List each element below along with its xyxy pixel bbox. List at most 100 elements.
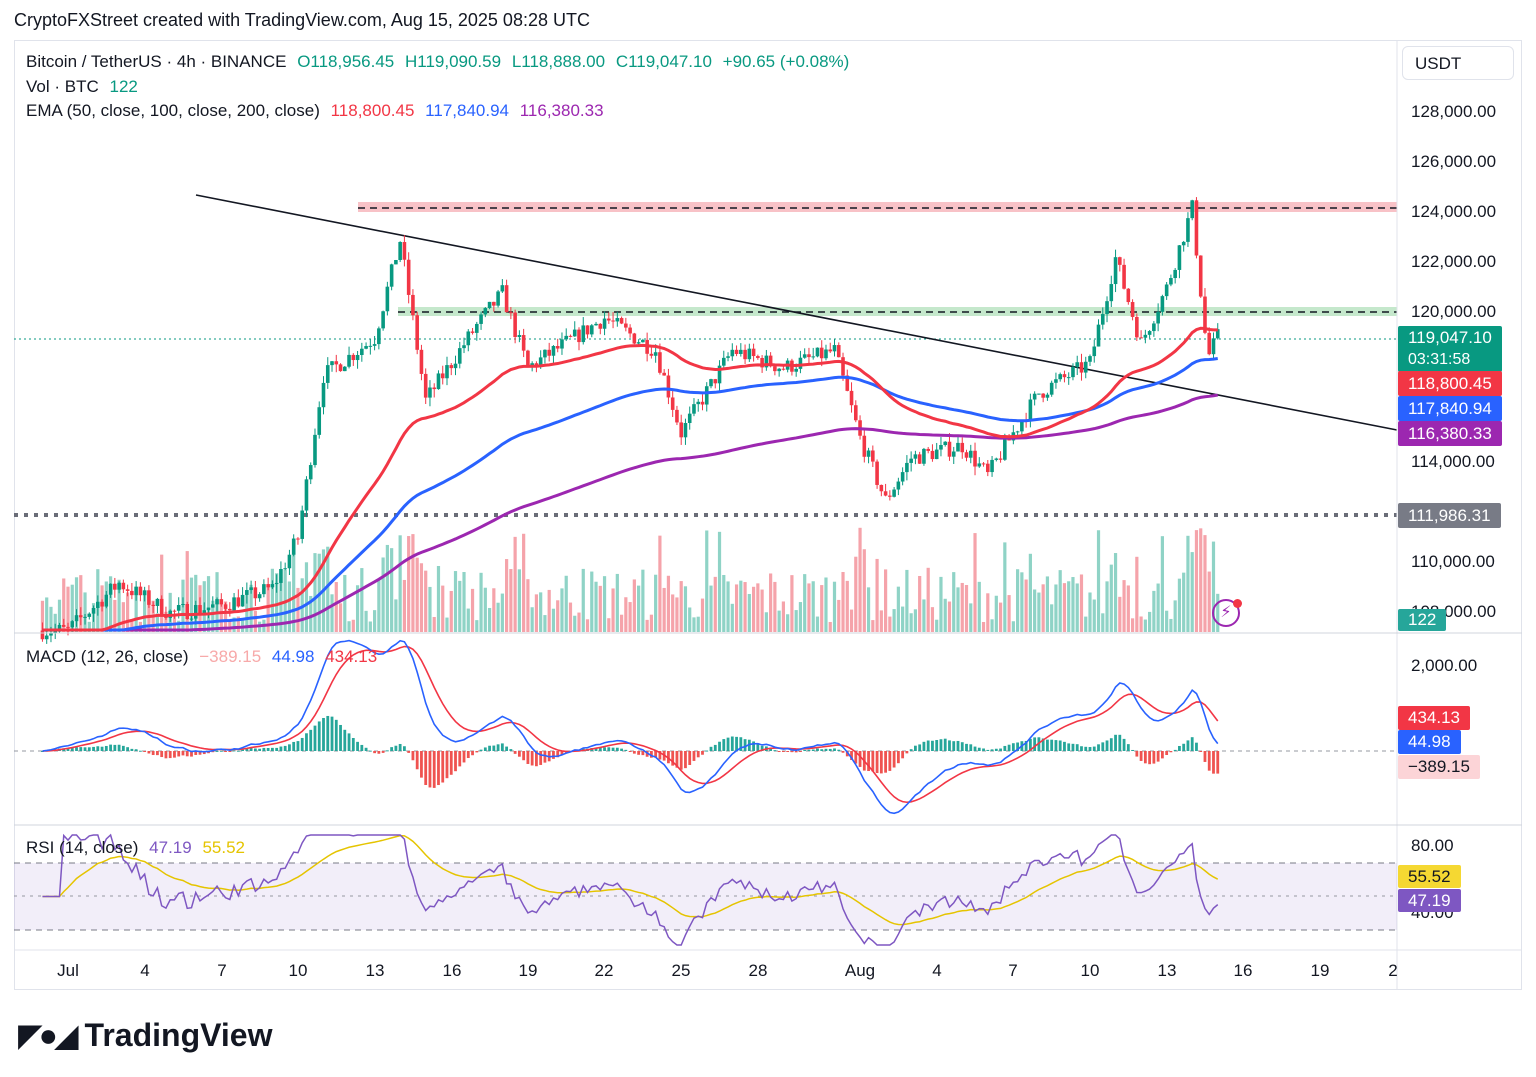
volume-bar xyxy=(1054,584,1058,632)
volume-bar xyxy=(581,568,585,632)
macd-legend[interactable]: MACD (12, 26, close) −389.15 44.98 434.1… xyxy=(26,647,383,667)
volume-bar xyxy=(147,595,151,632)
time-tick: 7 xyxy=(217,961,227,980)
candle-body xyxy=(930,450,935,460)
volume-bar xyxy=(1199,528,1203,632)
macd-hist-bar xyxy=(990,749,994,751)
support-level-tag: 111,986.31 xyxy=(1398,503,1501,528)
candle-body xyxy=(428,387,432,398)
macd-hist-bar xyxy=(811,749,815,751)
macd-hist-bar xyxy=(496,744,500,751)
candle-body xyxy=(922,448,926,464)
lightning-icon[interactable]: ⚡ xyxy=(1212,599,1240,627)
volume-bar xyxy=(466,608,470,632)
volume-bar xyxy=(611,588,615,632)
volume-bar xyxy=(769,573,773,632)
ema50-tag: 118,800.45 xyxy=(1398,371,1502,396)
volume-bar xyxy=(1207,571,1211,632)
candle-body xyxy=(794,368,798,372)
candle-body xyxy=(372,344,377,346)
candle-body xyxy=(440,373,445,379)
candle-body xyxy=(696,401,701,405)
volume-bar xyxy=(1062,583,1067,632)
volume-bar xyxy=(1011,621,1015,632)
volume-bar xyxy=(347,621,351,632)
volume-bar xyxy=(185,551,189,632)
volume-bar xyxy=(862,549,866,632)
volume-value: 122 xyxy=(109,77,138,96)
volume-bar xyxy=(134,591,138,632)
time-tick: 19 xyxy=(1310,961,1330,980)
volume-bar xyxy=(730,603,734,632)
volume-bar xyxy=(709,585,713,632)
macd-hist-bar xyxy=(1024,740,1028,751)
candle-body xyxy=(624,323,628,328)
volume-bar xyxy=(368,621,372,632)
currency-selector[interactable]: USDT xyxy=(1402,46,1514,80)
macd-hist-bar xyxy=(918,744,922,751)
macd-hist-bar xyxy=(1105,740,1109,751)
volume-bar xyxy=(624,597,628,632)
macd-hist-bar xyxy=(1050,739,1054,751)
macd-hist-bar xyxy=(977,747,981,751)
candle-body xyxy=(968,450,973,458)
volume-bar xyxy=(483,587,487,632)
volume-bar xyxy=(143,593,147,632)
volume-bar xyxy=(598,585,602,632)
candle-body xyxy=(151,604,155,606)
candle-body xyxy=(475,323,479,333)
macd-hist-bar xyxy=(901,751,905,759)
volume-bar xyxy=(568,602,573,632)
macd-label[interactable]: MACD (12, 26, close) xyxy=(26,647,189,666)
rsi-label[interactable]: RSI (14, close) xyxy=(26,838,139,857)
macd-hist-bar xyxy=(667,751,670,764)
macd-hist-bar xyxy=(360,744,364,751)
candle-body xyxy=(389,264,394,287)
symbol-legend[interactable]: Bitcoin / TetherUS · 4h · BINANCE O118,9… xyxy=(26,52,855,72)
candle-body xyxy=(1126,288,1131,303)
candle-body xyxy=(181,603,185,606)
volume-bar xyxy=(505,559,509,632)
volume-bar xyxy=(113,599,117,632)
volume-legend[interactable]: Vol · BTC 122 xyxy=(26,77,144,97)
candle-body xyxy=(1041,393,1045,398)
volume-bar xyxy=(590,571,594,632)
time-tick: 25 xyxy=(671,961,691,980)
volume-bar xyxy=(360,568,364,632)
symbol-name[interactable]: Bitcoin / TetherUS · 4h · BINANCE xyxy=(26,52,287,71)
macd-hist-bar xyxy=(816,748,819,751)
ema-label[interactable]: EMA (50, close, 100, close, 200, close) xyxy=(26,101,320,120)
volume-tag: 122 xyxy=(1398,609,1447,631)
volume-bar xyxy=(841,571,845,632)
volume-bar xyxy=(683,586,688,632)
macd-hist-bar xyxy=(1011,743,1015,751)
rsi-legend[interactable]: RSI (14, close) 47.19 55.52 xyxy=(26,838,251,858)
volume-bar xyxy=(390,548,394,632)
candle-body xyxy=(734,349,739,354)
ema-legend[interactable]: EMA (50, close, 100, close, 200, close) … xyxy=(26,101,610,121)
volume-bar xyxy=(1075,583,1079,632)
macd-hist-bar xyxy=(356,741,359,751)
macd-hist-bar xyxy=(837,749,841,751)
candle-body xyxy=(334,361,339,365)
candle-body xyxy=(649,353,654,356)
macd-hist-bar xyxy=(722,739,726,751)
volume-bar xyxy=(696,616,700,632)
volume-bar xyxy=(53,613,57,632)
candle-body xyxy=(1135,316,1139,338)
macd-hist-bar xyxy=(1165,751,1169,756)
candle-body xyxy=(232,597,236,611)
volume-bar xyxy=(381,557,385,632)
candle-body xyxy=(564,335,569,340)
candle-body xyxy=(147,590,151,605)
volume-label[interactable]: Vol · BTC xyxy=(26,77,99,96)
candle-body xyxy=(159,598,164,616)
volume-bar xyxy=(756,583,760,632)
candle-body xyxy=(607,318,611,321)
volume-bar xyxy=(837,599,841,632)
volume-bar xyxy=(871,620,875,632)
volume-bar xyxy=(1028,553,1032,632)
macd-hist-bar xyxy=(156,751,159,756)
tradingview-logo[interactable]: ◤●◢ TradingView xyxy=(18,1016,272,1054)
